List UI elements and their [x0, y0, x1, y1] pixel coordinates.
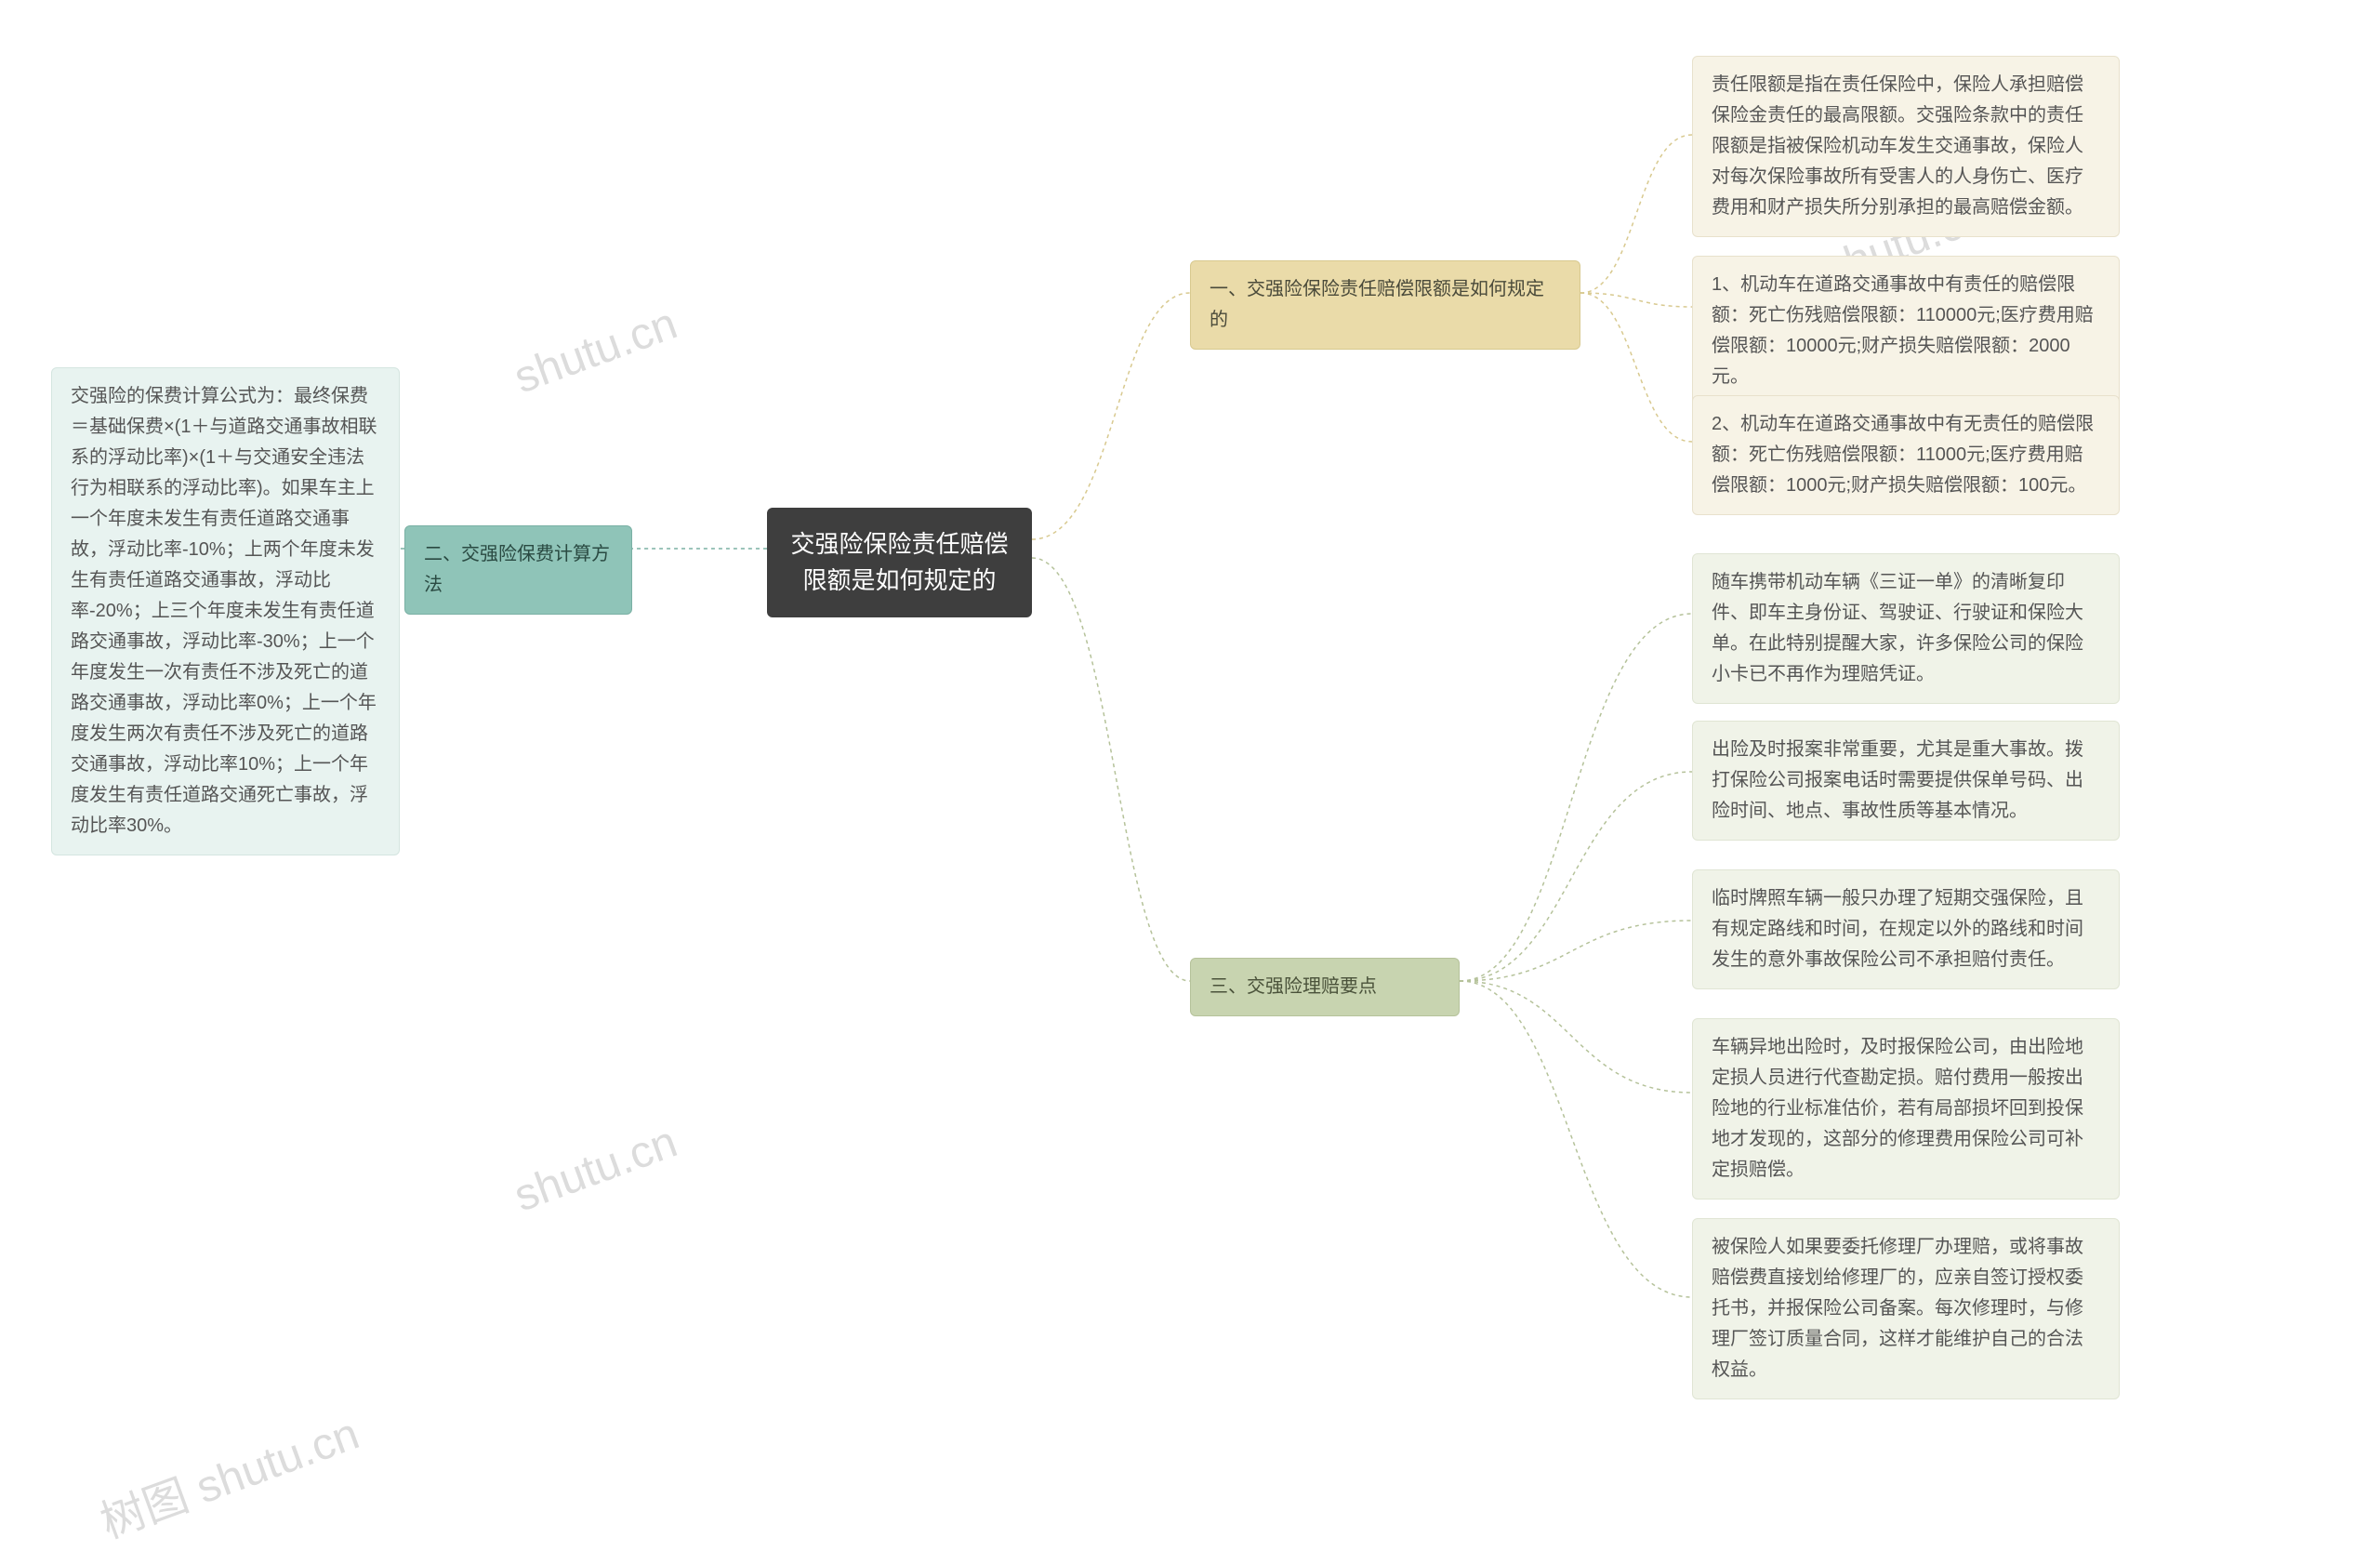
- leaf-node: 车辆异地出险时，及时报保险公司，由出险地定损人员进行代查勘定损。赔付费用一般按出…: [1692, 1018, 2120, 1200]
- leaf-node: 随车携带机动车辆《三证一单》的清晰复印件、即车主身份证、驾驶证、行驶证和保险大单…: [1692, 553, 2120, 704]
- watermark: shutu.cn: [508, 1117, 683, 1223]
- watermark: 树图 shutu.cn: [90, 1397, 366, 1550]
- leaf-node: 被保险人如果要委托修理厂办理赔，或将事故赔偿费直接划给修理厂的，应亲自签订授权委…: [1692, 1218, 2120, 1399]
- leaf-node: 2、机动车在道路交通事故中有无责任的赔偿限额：死亡伤残赔偿限额：11000元;医…: [1692, 395, 2120, 515]
- branch-node-3: 三、交强险理赔要点: [1190, 958, 1460, 1016]
- leaf-node: 临时牌照车辆一般只办理了短期交强保险，且有规定路线和时间，在规定以外的路线和时间…: [1692, 869, 2120, 989]
- mindmap-root: 交强险保险责任赔偿限额是如何规定的: [767, 508, 1032, 617]
- branch-node-1: 一、交强险保险责任赔偿限额是如何规定的: [1190, 260, 1580, 350]
- leaf-node: 出险及时报案非常重要，尤其是重大事故。拨打保险公司报案电话时需要提供保单号码、出…: [1692, 721, 2120, 841]
- leaf-node: 责任限额是指在责任保险中，保险人承担赔偿保险金责任的最高限额。交强险条款中的责任…: [1692, 56, 2120, 237]
- branch-node-2: 二、交强险保费计算方法: [404, 525, 632, 615]
- leaf-node: 交强险的保费计算公式为：最终保费＝基础保费×(1＋与道路交通事故相联系的浮动比率…: [51, 367, 400, 855]
- leaf-node: 1、机动车在道路交通事故中有责任的赔偿限额：死亡伤残赔偿限额：110000元;医…: [1692, 256, 2120, 406]
- watermark: shutu.cn: [508, 298, 683, 404]
